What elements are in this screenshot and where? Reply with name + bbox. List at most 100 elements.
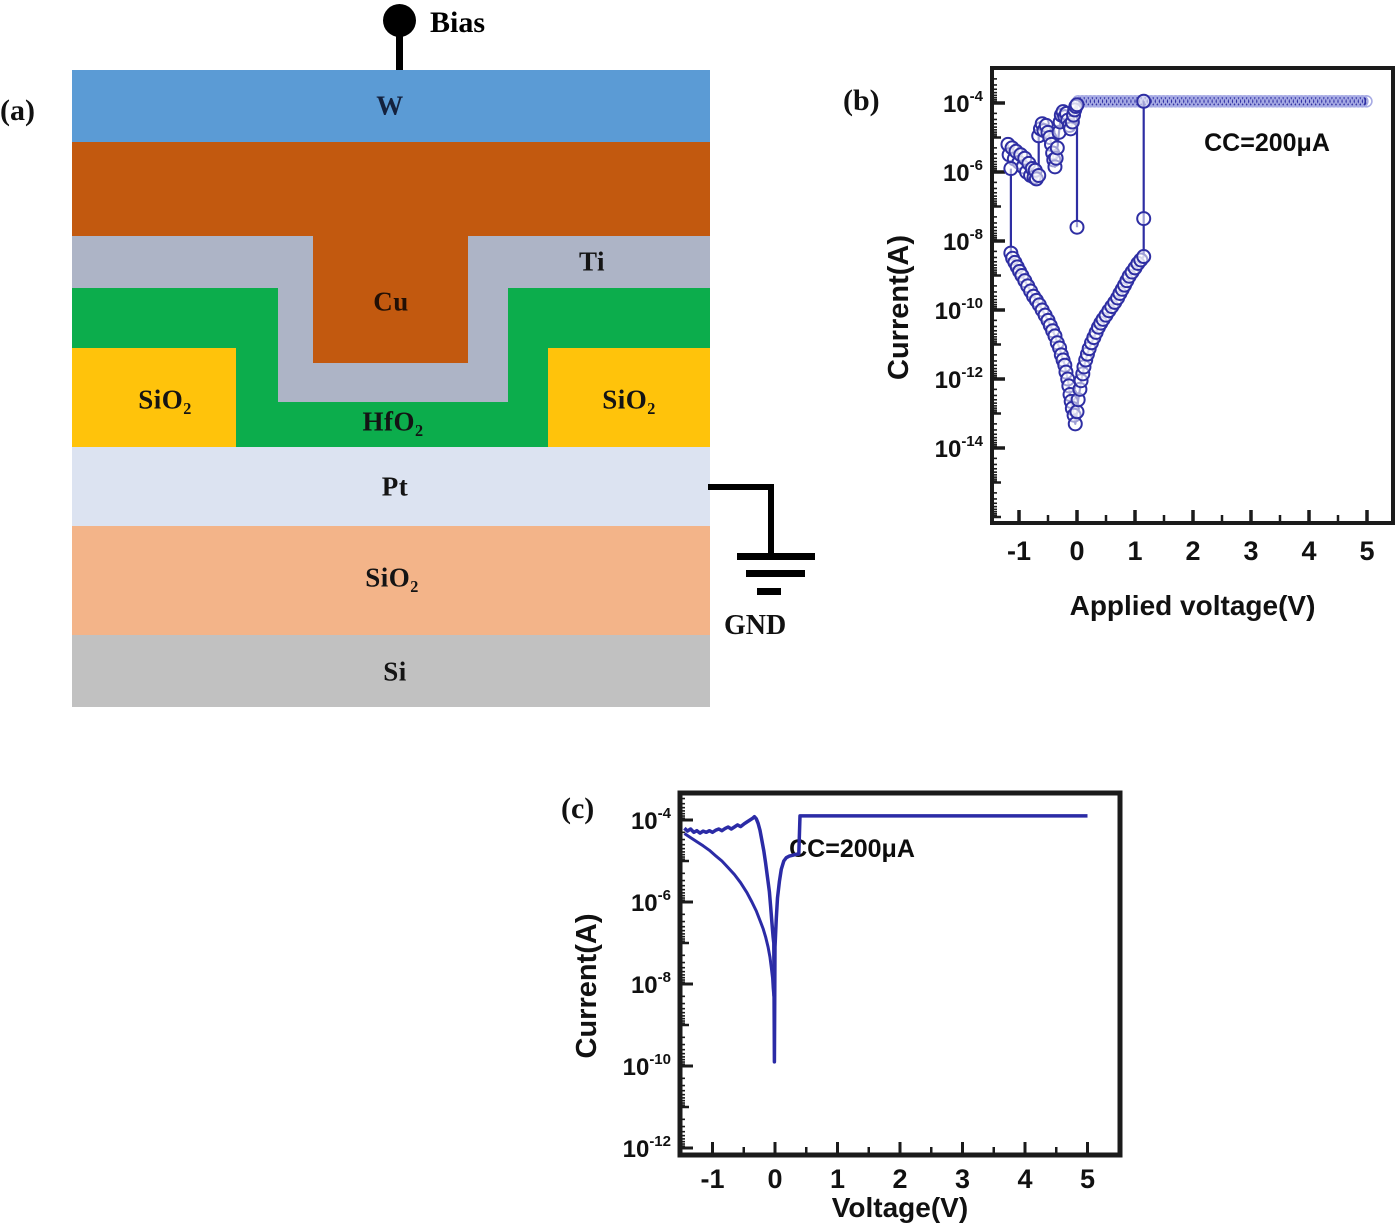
data-point <box>1201 94 1215 108</box>
data-point <box>1092 94 1105 108</box>
data-point <box>1116 94 1130 108</box>
y-tick-label: 10-6 <box>943 157 983 187</box>
data-point <box>1197 94 1211 108</box>
data-point <box>1161 94 1174 108</box>
bias-label: Bias <box>430 6 486 39</box>
data-point <box>1177 94 1191 108</box>
y-tick-label: 10-12 <box>623 1133 671 1163</box>
data-point <box>1266 94 1280 108</box>
data-point <box>1258 94 1272 108</box>
data-point <box>1069 97 1085 113</box>
label-sio2-left: SiO₂ <box>138 384 192 415</box>
data-point <box>1315 94 1329 108</box>
data-point <box>1169 94 1182 108</box>
data-point <box>1291 94 1304 108</box>
y-tick-label: 10-14 <box>935 433 984 463</box>
data-point <box>1323 94 1337 108</box>
panel-a-letter: (a) <box>0 94 35 127</box>
x-tick-label: 3 <box>955 1164 970 1194</box>
layer-si <box>72 635 710 707</box>
x-tick-label: 0 <box>1069 536 1084 566</box>
panel-c-letter: (c) <box>561 792 595 825</box>
label-cu: Cu <box>373 286 409 317</box>
data-point <box>1185 94 1199 108</box>
data-point <box>1193 94 1207 108</box>
data-point <box>1218 94 1231 108</box>
data-point <box>1230 94 1243 108</box>
data-point <box>1108 94 1121 108</box>
data-point <box>1327 94 1341 108</box>
x-tick-label: 2 <box>1185 536 1200 566</box>
data-point <box>1278 94 1292 108</box>
data-point <box>1213 94 1227 108</box>
gnd-wire-vertical <box>768 484 774 555</box>
label-hfo2: HfO₂ <box>362 406 424 437</box>
data-point <box>1319 94 1333 108</box>
data-point <box>1282 94 1296 108</box>
data-series-sweep-lower-branch <box>683 832 776 997</box>
data-point <box>1120 94 1134 108</box>
data-point <box>1238 94 1251 108</box>
label-w: W <box>376 90 404 121</box>
x-tick-label: 4 <box>1017 1164 1032 1194</box>
data-point <box>1112 94 1126 108</box>
data-point <box>1311 94 1324 108</box>
data-point <box>1069 219 1085 235</box>
x-tick-label: 3 <box>1243 536 1258 566</box>
bias-terminal-icon <box>383 4 416 37</box>
bias-wire <box>396 28 403 72</box>
x-tick-label: 5 <box>1080 1164 1095 1194</box>
data-point <box>1242 94 1255 108</box>
y-axis-label: Current(A) <box>883 235 915 380</box>
data-point <box>1181 94 1195 108</box>
x-tick-label: 1 <box>830 1164 845 1194</box>
panel-b-letter: (b) <box>843 84 880 117</box>
x-tick-label: 1 <box>1127 536 1142 566</box>
data-point <box>1136 211 1152 227</box>
data-point <box>1136 249 1152 265</box>
label-sio2-right: SiO₂ <box>602 384 656 415</box>
y-tick-label: 10-12 <box>935 364 983 394</box>
x-tick-label: 2 <box>892 1164 907 1194</box>
cc-annotation: CC=200μA <box>1204 129 1330 157</box>
data-series-sweep-main <box>683 814 1088 1064</box>
y-tick-label: 10-8 <box>631 969 671 999</box>
data-point <box>1104 94 1117 108</box>
data-point <box>1303 94 1316 108</box>
data-point <box>1246 94 1260 108</box>
layer-sio2-right <box>548 348 710 447</box>
data-point <box>1299 94 1312 108</box>
x-axis-label: Applied voltage(V) <box>1070 590 1316 621</box>
label-ti: Ti <box>578 246 606 277</box>
data-point <box>1331 94 1345 108</box>
ground-icon <box>757 588 781 595</box>
data-point <box>1234 94 1247 108</box>
data-point <box>1173 94 1186 108</box>
data-point <box>1205 94 1219 108</box>
gnd-wire-horizontal <box>708 484 774 490</box>
cc-annotation: CC=200μA <box>789 835 915 863</box>
data-point <box>1352 94 1365 108</box>
data-point <box>1287 94 1300 108</box>
data-point <box>1339 94 1353 108</box>
layer-cu-trench <box>313 142 468 363</box>
data-point <box>1189 94 1203 108</box>
y-tick-label: 10-8 <box>943 226 983 256</box>
y-tick-label: 10-10 <box>935 295 983 325</box>
data-point <box>1356 94 1369 108</box>
data-point <box>1222 94 1235 108</box>
data-point <box>1067 416 1083 432</box>
data-point <box>1274 94 1288 108</box>
data-point <box>1049 140 1065 156</box>
data-point <box>1360 94 1373 108</box>
layer-sio2-bottom <box>72 526 710 635</box>
label-sio2-bottom: SiO₂ <box>365 562 419 593</box>
data-point <box>1209 94 1223 108</box>
data-point <box>1262 94 1276 108</box>
y-tick-label: 10-6 <box>631 887 671 917</box>
label-pt: Pt <box>381 471 409 502</box>
data-point <box>1226 94 1239 108</box>
ground-icon <box>737 553 815 560</box>
y-axis-label: Current(A) <box>571 914 603 1059</box>
